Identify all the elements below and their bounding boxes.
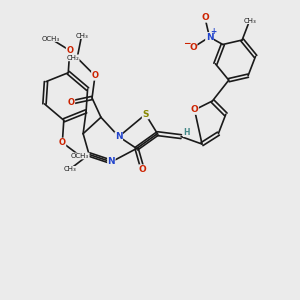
Text: O: O	[189, 43, 197, 52]
Text: CH₃: CH₃	[75, 33, 88, 39]
Text: CH₃: CH₃	[63, 166, 76, 172]
Text: OCH₃: OCH₃	[71, 153, 89, 159]
Text: CH₃: CH₃	[243, 18, 256, 24]
Text: N: N	[107, 158, 115, 166]
Text: S: S	[142, 110, 149, 119]
Text: OCH₃: OCH₃	[41, 35, 59, 41]
Text: N: N	[115, 132, 123, 141]
Text: N: N	[206, 33, 213, 42]
Text: O: O	[92, 71, 98, 80]
Text: O: O	[191, 105, 199, 114]
Text: O: O	[68, 98, 75, 107]
Text: H: H	[183, 128, 190, 137]
Text: −: −	[183, 39, 191, 48]
Text: CH₂: CH₂	[66, 55, 79, 61]
Text: O: O	[59, 138, 66, 147]
Text: +: +	[211, 27, 217, 36]
Text: O: O	[201, 13, 209, 22]
Text: O: O	[66, 46, 73, 55]
Text: O: O	[139, 165, 146, 174]
